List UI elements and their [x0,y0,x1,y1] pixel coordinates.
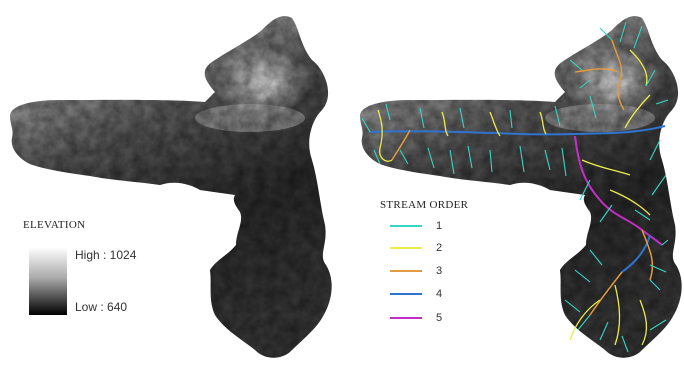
stream-order-label: 2 [436,242,443,254]
elevation-legend-title: ELEVATION [23,219,86,231]
stream-order-item-3: 3 [390,264,442,278]
stream-order-item-5: 5 [390,311,442,325]
stream-order-map [360,16,682,358]
stream-order-label: 1 [436,220,443,232]
stream-order-swatch [390,270,422,272]
stream-order-legend-title: STREAM ORDER [380,199,469,211]
stream-order-4-main [369,125,666,136]
stream-order-item-4: 4 [390,287,442,301]
elevation-low-label: Low : 640 [75,300,128,314]
stream-order-swatch [390,293,422,295]
stream-order-swatch [390,317,422,319]
elevation-map [10,16,332,358]
stream-order-label: 4 [436,288,443,300]
elevation-color-ramp [29,247,67,315]
elevation-high-label: High : 1024 [75,248,137,262]
stream-order-item-1: 1 [390,219,442,233]
stream-order-5-main [574,135,663,246]
stream-order-4-south [621,234,651,273]
stream-order-item-2: 2 [390,241,442,255]
stream-order-swatch [390,247,422,249]
stream-order-label: 5 [436,312,443,324]
stream-order-swatch [390,225,422,227]
stream-order-label: 3 [436,265,443,277]
